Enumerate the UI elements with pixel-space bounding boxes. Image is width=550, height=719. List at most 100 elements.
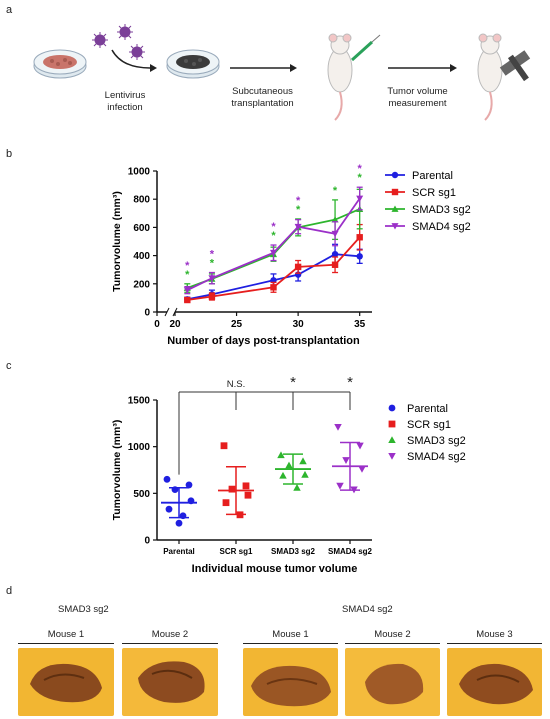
x-tick-label: SMAD3 sg2 bbox=[271, 547, 316, 556]
significance-star: * bbox=[271, 221, 276, 233]
significance-star: * bbox=[358, 163, 363, 175]
x-tick-label: 25 bbox=[231, 319, 243, 330]
legend-label: SMAD4 sg2 bbox=[412, 221, 471, 233]
significance-star: * bbox=[296, 195, 301, 207]
data-point bbox=[299, 457, 307, 465]
data-point bbox=[242, 482, 250, 490]
panel-letter-c: c bbox=[6, 360, 12, 372]
infected-dish-icon bbox=[166, 49, 220, 79]
x-tick-label: 30 bbox=[293, 319, 305, 330]
comparison-label: N.S. bbox=[227, 379, 245, 390]
legend-marker bbox=[388, 420, 396, 428]
data-point bbox=[208, 275, 216, 282]
mouse-underline bbox=[18, 643, 114, 644]
photos-left-title: SMAD3 sg2 bbox=[58, 604, 109, 615]
comparison-label: * bbox=[290, 374, 296, 391]
data-point bbox=[163, 475, 171, 483]
y-tick-label: 200 bbox=[133, 279, 150, 290]
data-point bbox=[356, 234, 363, 241]
significance-star: * bbox=[210, 249, 215, 261]
schematic-illustration bbox=[33, 24, 531, 121]
data-point bbox=[175, 519, 183, 527]
series-line bbox=[187, 236, 361, 301]
data-point bbox=[294, 223, 302, 231]
mouse-label: Mouse 1 bbox=[47, 629, 85, 640]
legend-label: SMAD4 sg2 bbox=[407, 451, 466, 463]
legend-label: SMAD3 sg2 bbox=[412, 204, 471, 216]
data-point bbox=[165, 505, 173, 513]
significance-star: * bbox=[358, 172, 363, 184]
x-tick-label: 0 bbox=[154, 319, 160, 330]
axis-break-mark bbox=[164, 307, 170, 317]
data-point bbox=[358, 466, 366, 473]
schematic-step-1: Lentivirus infection bbox=[104, 90, 146, 113]
tumor-photo bbox=[18, 648, 114, 716]
tumor-photo bbox=[345, 648, 440, 716]
panel-letter-d: d bbox=[6, 585, 13, 597]
x-tick-label: SMAD4 sg2 bbox=[328, 547, 373, 556]
legend-label: SCR sg1 bbox=[412, 187, 456, 199]
infection-arrow-icon bbox=[111, 49, 151, 69]
data-point bbox=[277, 451, 285, 459]
data-point bbox=[331, 216, 339, 223]
y-tick-label: 1000 bbox=[128, 442, 151, 453]
legend-marker bbox=[388, 436, 396, 444]
data-point bbox=[270, 284, 277, 291]
mouse-label: Mouse 2 bbox=[151, 629, 189, 640]
data-point bbox=[185, 481, 193, 489]
culture-dish-icon bbox=[33, 49, 87, 79]
y-tick-label: 600 bbox=[133, 223, 150, 234]
data-point bbox=[356, 195, 364, 203]
mouse-label: Mouse 2 bbox=[374, 629, 411, 640]
data-point bbox=[279, 471, 287, 479]
data-point bbox=[285, 461, 293, 469]
mouse-underline bbox=[122, 643, 218, 644]
legend-marker bbox=[391, 188, 399, 196]
x-axis-label: Individual mouse tumor volume bbox=[192, 563, 358, 575]
legend-label: Parental bbox=[407, 403, 448, 415]
y-tick-label: 1000 bbox=[128, 167, 151, 178]
data-point bbox=[331, 261, 339, 268]
mouse-underline bbox=[345, 643, 440, 644]
x-axis-label: Number of days post-transplantation bbox=[167, 335, 360, 347]
x-tick-label: 35 bbox=[354, 319, 366, 330]
line-chart: 0 200 400 600 800 1000 0 20 25 30 35 Number of days… bbox=[111, 163, 471, 347]
significance-star: * bbox=[333, 185, 338, 197]
legend-label: SMAD3 sg2 bbox=[407, 435, 466, 447]
x-tick-label: SCR sg1 bbox=[220, 547, 253, 556]
data-point bbox=[294, 263, 302, 271]
tumor-photo bbox=[243, 648, 338, 716]
comparison-label: * bbox=[347, 374, 353, 391]
data-point bbox=[301, 470, 309, 478]
data-point bbox=[183, 287, 191, 294]
schematic-step-3: Tumor volume measurement bbox=[387, 86, 448, 109]
photos-right-title: SMAD4 sg2 bbox=[342, 604, 393, 615]
legend-marker bbox=[388, 452, 396, 460]
y-tick-label: 800 bbox=[133, 195, 150, 206]
data-point bbox=[356, 442, 364, 450]
data-point bbox=[331, 250, 339, 258]
significance-star: * bbox=[296, 204, 301, 216]
legend-marker bbox=[391, 205, 399, 212]
legend-label: Parental bbox=[412, 170, 453, 182]
mouse-injection-icon bbox=[327, 33, 381, 121]
data-point bbox=[228, 485, 236, 493]
y-axis-label: Tumorvolume (mm³) bbox=[111, 420, 123, 521]
significance-star: * bbox=[185, 269, 190, 281]
legend-marker bbox=[388, 404, 396, 412]
significance-star: * bbox=[210, 258, 215, 270]
schematic-step-2: Subcutaneous transplantation bbox=[231, 86, 294, 109]
legend-label: SCR sg1 bbox=[407, 419, 451, 431]
scatter-chart: 0 500 1000 1500 Parental SCR sg1 SMAD3 sg2 SMAD… bbox=[111, 374, 466, 575]
tumor-photo bbox=[447, 648, 542, 716]
mouse-label: Mouse 3 bbox=[476, 629, 513, 640]
legend-marker bbox=[391, 223, 399, 230]
data-point bbox=[208, 293, 216, 300]
data-point bbox=[220, 442, 228, 450]
series-line bbox=[186, 197, 361, 291]
data-point bbox=[293, 483, 301, 491]
y-tick-label: 0 bbox=[144, 536, 150, 547]
mouse-underline bbox=[243, 643, 338, 644]
tumor-photo bbox=[122, 648, 218, 716]
data-point bbox=[184, 296, 191, 304]
